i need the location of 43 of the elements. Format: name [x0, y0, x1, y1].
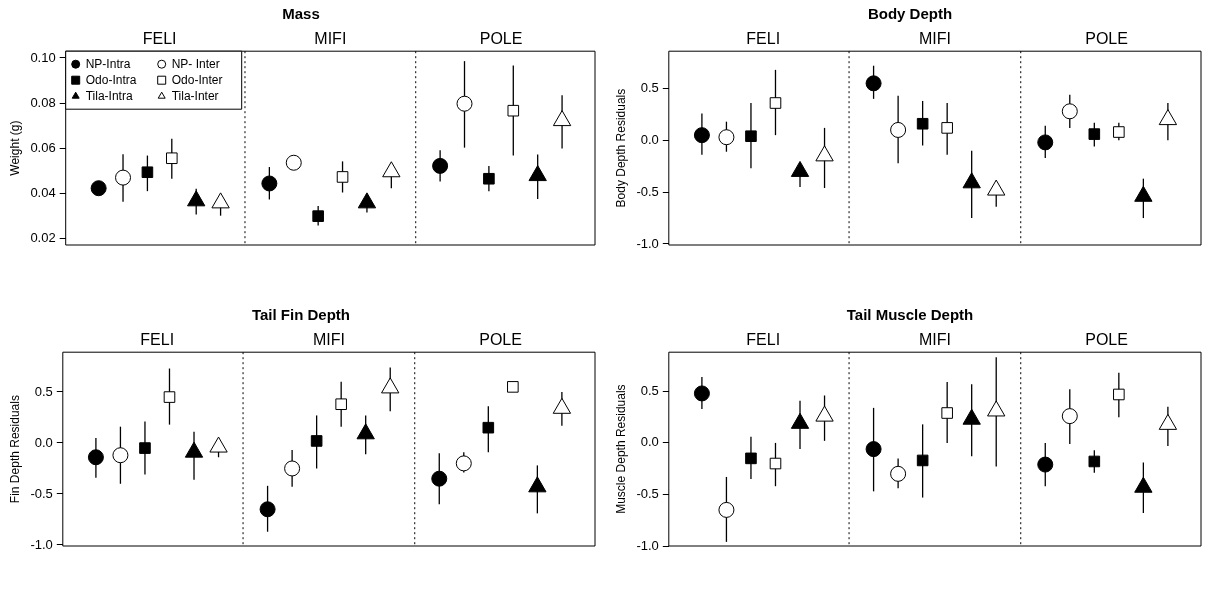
x-tick-label: MIFI	[314, 30, 347, 48]
y-tick-label: 0.0	[34, 434, 53, 450]
y-tick-label: 0.5	[640, 80, 659, 96]
chart-title: Body Depth	[867, 5, 953, 23]
y-tick-label: 0.5	[34, 383, 53, 399]
legend-label: NP-Intra	[85, 56, 131, 71]
chart-title: Tail Fin Depth	[251, 306, 351, 324]
y-tick-label: 0.0	[640, 434, 659, 450]
legend-label: Odo-Intra	[85, 72, 137, 87]
y-tick-label: 0.5	[640, 382, 659, 398]
x-tick-label: POLE	[479, 30, 523, 48]
chart-title: Tail Muscle Depth	[846, 306, 974, 324]
legend-label: Odo-Inter	[171, 72, 223, 87]
x-tick-label: FELI	[140, 331, 175, 349]
x-tick-label: POLE	[479, 331, 522, 349]
chart-title: Mass	[282, 5, 320, 23]
legend-label: NP- Inter	[171, 56, 220, 71]
y-tick-label: -0.5	[30, 485, 53, 501]
x-tick-label: FELI	[142, 30, 177, 48]
y-tick-label: 0.02	[30, 229, 56, 245]
x-tick-label: POLE	[1085, 331, 1128, 349]
x-tick-label: MIFI	[918, 30, 951, 48]
y-tick-label: 0.10	[30, 49, 56, 65]
y-tick-label: -1.0	[30, 536, 53, 552]
x-tick-label: FELI	[746, 331, 781, 349]
y-tick-label: -0.5	[636, 486, 659, 502]
legend-label: Tila-Inter	[171, 88, 219, 103]
y-tick-label: -1.0	[636, 537, 659, 553]
y-tick-label: -0.5	[636, 183, 659, 199]
x-tick-label: POLE	[1085, 30, 1128, 48]
x-tick-label: MIFI	[918, 331, 951, 349]
y-axis-title: Body Depth Residuals	[613, 88, 628, 208]
y-axis-title: Weight (g)	[7, 120, 22, 176]
y-axis-title: Muscle Depth Residuals	[613, 384, 628, 514]
x-tick-label: MIFI	[312, 331, 345, 349]
x-tick-label: FELI	[746, 30, 781, 48]
y-tick-label: 0.06	[30, 139, 56, 155]
y-tick-label: -1.0	[636, 235, 659, 251]
y-tick-label: 0.0	[640, 131, 659, 147]
legend-label: Tila-Intra	[85, 88, 133, 103]
y-axis-title: Fin Depth Residuals	[7, 395, 22, 504]
y-tick-label: 0.04	[30, 184, 56, 200]
y-tick-label: 0.08	[30, 94, 56, 110]
